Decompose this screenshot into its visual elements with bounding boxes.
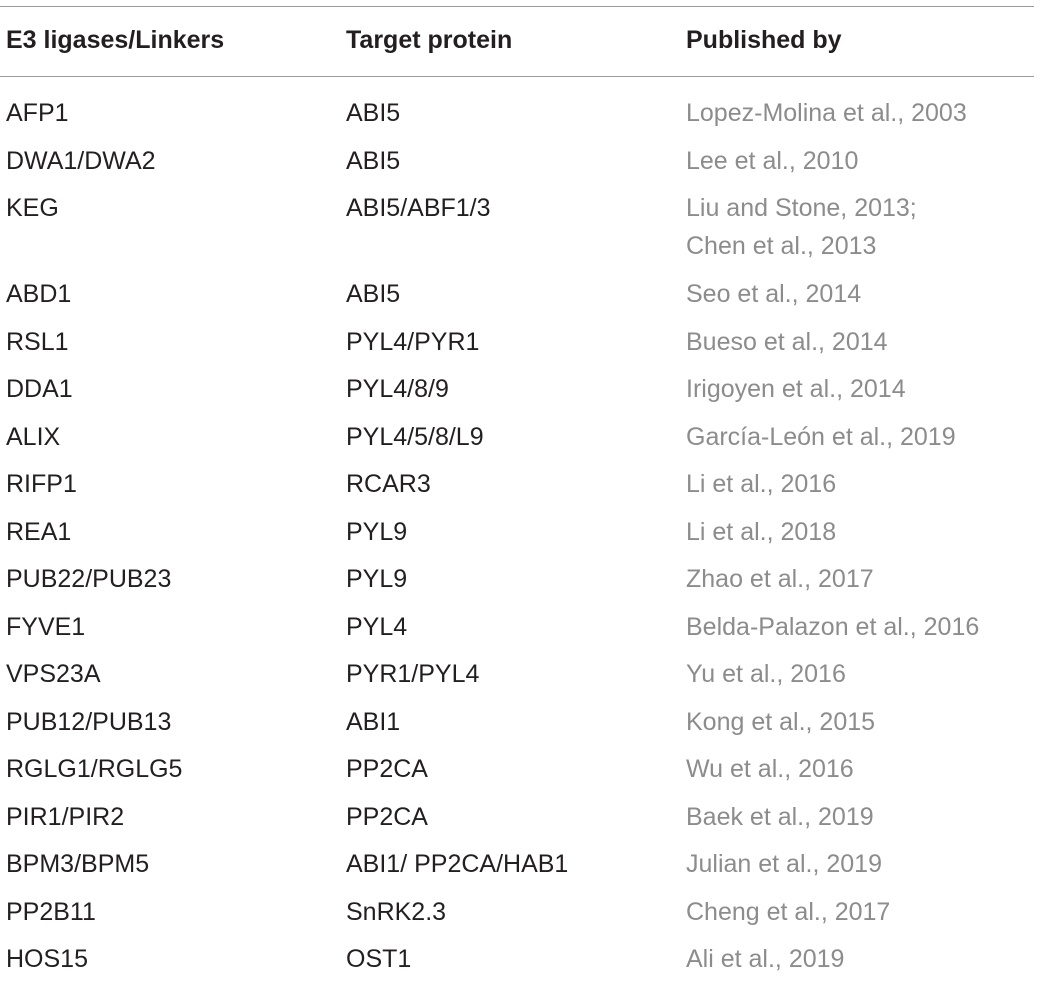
reference-citation: Seo et al., 2014 <box>686 280 862 308</box>
cell-target-protein: ABI5 <box>346 99 401 127</box>
cell-e3-ligase: PIR1/PIR2 <box>6 802 125 831</box>
cell-target-protein: ABI1 <box>346 707 401 736</box>
reference-citation: Lopez-Molina et al., 2003 <box>686 99 967 127</box>
cell-published-by: Zhao et al., 2017 <box>686 560 874 598</box>
reference-citation: Li et al., 2016 <box>686 470 837 498</box>
cell-published-by: Ali et al., 2019 <box>686 940 844 978</box>
cell-target-protein: PYL4/8/9 <box>346 375 449 403</box>
reference-citation: Wu et al., 2016 <box>686 755 854 783</box>
reference-citation: Zhao et al., 2017 <box>686 565 874 593</box>
cell-target-protein: PYR1/PYL4 <box>346 660 480 688</box>
table-row: PUB22/PUB23 PYL9 Zhao et al., 2017 <box>0 560 1040 608</box>
cell-e3-ligase: KEG <box>6 194 59 222</box>
cell-e3-ligase: PUB22/PUB23 <box>6 565 172 593</box>
header-e3-ligases: E3 ligases/Linkers <box>6 26 225 54</box>
reference-citation: Bueso et al., 2014 <box>686 327 888 356</box>
reference-citation: Liu and Stone, 2013; <box>686 194 917 222</box>
reference-citation: Chen et al., 2013 <box>686 232 877 260</box>
cell-target-protein: ABI1/ PP2CA/HAB1 <box>346 850 569 878</box>
reference-citation: Kong et al., 2015 <box>686 707 876 736</box>
cell-published-by: Bueso et al., 2014 <box>686 323 888 361</box>
header-published-by: Published by <box>686 26 842 54</box>
cell-published-by: Liu and Stone, 2013; Chen et al., 2013 <box>686 189 917 265</box>
table-row: BPM3/BPM5 ABI1/ PP2CA/HAB1 Julian et al., … <box>0 845 1040 893</box>
reference-citation: Baek et al., 2019 <box>686 802 874 831</box>
table-row: AFP1 ABI5 Lopez-Molina et al., 2003 <box>0 94 1040 142</box>
header-target-protein: Target protein <box>346 26 513 54</box>
reference-citation: García-León et al., 2019 <box>686 422 956 451</box>
cell-target-protein: PP2CA <box>346 802 428 831</box>
cell-published-by: Julian et al., 2019 <box>686 845 882 883</box>
table-row: RSL1 PYL4/PYR1 Bueso et al., 2014 <box>0 323 1040 371</box>
cell-e3-ligase: HOS15 <box>6 945 88 973</box>
table-row: KEG ABI5/ABF1/3 Liu and Stone, 2013; Chen e… <box>0 189 1040 275</box>
cell-published-by: Kong et al., 2015 <box>686 703 875 741</box>
cell-published-by: Li et al., 2018 <box>686 513 836 551</box>
cell-published-by: Yu et al., 2016 <box>686 655 846 693</box>
reference-citation: Cheng et al., 2017 <box>686 897 891 926</box>
cell-e3-ligase: FYVE1 <box>6 612 86 641</box>
cell-published-by: García-León et al., 2019 <box>686 418 956 456</box>
cell-e3-ligase: REA1 <box>6 517 72 546</box>
table-row: FYVE1 PYL4 Belda-Palazon et al., 2016 <box>0 608 1040 656</box>
table-row: PUB12/PUB13 ABI1 Kong et al., 2015 <box>0 703 1040 751</box>
cell-target-protein: RCAR3 <box>346 470 431 498</box>
reference-citation: Yu et al., 2016 <box>686 660 846 688</box>
reference-citation: Ali et al., 2019 <box>686 945 845 973</box>
cell-published-by: Lee et al., 2010 <box>686 142 858 180</box>
cell-target-protein: PYL4/5/8/L9 <box>346 422 484 451</box>
table-row: DDA1 PYL4/8/9 Irigoyen et al., 2014 <box>0 370 1040 418</box>
top-rule <box>0 6 1034 7</box>
table-row: ALIX PYL4/5/8/L9 García-León et al., 2019 <box>0 418 1040 466</box>
reference-citation: Li et al., 2018 <box>686 517 837 546</box>
table-row: RIFP1 RCAR3 Li et al., 2016 <box>0 465 1040 513</box>
table-row: REA1 PYL9 Li et al., 2018 <box>0 513 1040 561</box>
cell-target-protein: PP2CA <box>346 755 428 783</box>
table-row: RGLG1/RGLG5 PP2CA Wu et al., 2016 <box>0 750 1040 798</box>
cell-e3-ligase: BPM3/BPM5 <box>6 850 150 878</box>
table-row: DWA1/DWA2 ABI5 Lee et al., 2010 <box>0 142 1040 190</box>
cell-e3-ligase: RGLG1/RGLG5 <box>6 755 183 783</box>
cell-published-by: Baek et al., 2019 <box>686 798 874 836</box>
table-row: VPS23A PYR1/PYL4 Yu et al., 2016 <box>0 655 1040 703</box>
cell-target-protein: PYL9 <box>346 517 408 546</box>
cell-target-protein: PYL4 <box>346 612 408 641</box>
cell-target-protein: ABI5 <box>346 280 401 308</box>
cell-target-protein: ABI5/ABF1/3 <box>346 194 491 222</box>
cell-published-by: Lopez-Molina et al., 2003 <box>686 94 967 132</box>
cell-published-by: Belda-Palazon et al., 2016 <box>686 608 979 646</box>
cell-published-by: Irigoyen et al., 2014 <box>686 370 906 408</box>
cell-target-protein: SnRK2.3 <box>346 897 447 926</box>
cell-e3-ligase: DDA1 <box>6 375 73 403</box>
cell-e3-ligase: ABD1 <box>6 280 72 308</box>
cell-published-by: Seo et al., 2014 <box>686 275 861 313</box>
reference-citation: Belda-Palazon et al., 2016 <box>686 612 980 641</box>
reference-citation: Lee et al., 2010 <box>686 146 859 175</box>
cell-e3-ligase: PUB12/PUB13 <box>6 707 172 736</box>
table-row: PIR1/PIR2 PP2CA Baek et al., 2019 <box>0 798 1040 846</box>
table-row: ABD1 ABI5 Seo et al., 2014 <box>0 275 1040 323</box>
cell-target-protein: PYL9 <box>346 565 408 593</box>
cell-e3-ligase: DWA1/DWA2 <box>6 146 156 175</box>
cell-target-protein: ABI5 <box>346 146 401 175</box>
cell-e3-ligase: RSL1 <box>6 327 69 356</box>
cell-target-protein: OST1 <box>346 945 412 973</box>
cell-e3-ligase: AFP1 <box>6 99 69 127</box>
reference-citation: Irigoyen et al., 2014 <box>686 375 906 403</box>
cell-target-protein: PYL4/PYR1 <box>346 327 480 356</box>
cell-e3-ligase: VPS23A <box>6 660 101 688</box>
table-header: E3 ligases/Linkers Target protein Publis… <box>0 26 1040 62</box>
table-row: PP2B11 SnRK2.3 Cheng et al., 2017 <box>0 893 1040 941</box>
cell-published-by: Li et al., 2016 <box>686 465 836 503</box>
cell-published-by: Wu et al., 2016 <box>686 750 854 788</box>
reference-citation: Julian et al., 2019 <box>686 850 882 878</box>
cell-e3-ligase: RIFP1 <box>6 470 77 498</box>
cell-e3-ligase: ALIX <box>6 422 61 451</box>
header-rule <box>0 76 1034 77</box>
table-row: HOS15 OST1 Ali et al., 2019 <box>0 940 1040 988</box>
table-body: AFP1 ABI5 Lopez-Molina et al., 2003 DWA1/DW… <box>0 94 1040 988</box>
cell-published-by: Cheng et al., 2017 <box>686 893 890 931</box>
cell-e3-ligase: PP2B11 <box>6 897 96 926</box>
